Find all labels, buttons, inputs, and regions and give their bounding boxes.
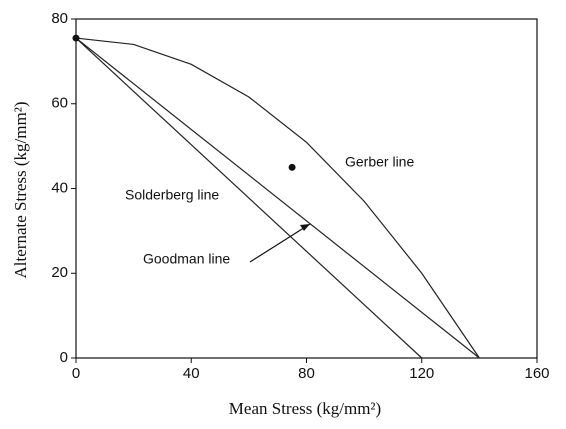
label-arrow bbox=[249, 223, 311, 263]
x-axis-label: Mean Stress (kg/mm²) bbox=[229, 399, 381, 418]
x-tick-label: 80 bbox=[298, 365, 315, 382]
x-tick-label: 0 bbox=[72, 365, 80, 382]
arrow-head bbox=[300, 224, 310, 231]
data-point bbox=[288, 163, 296, 171]
series-label: Goodman line bbox=[143, 251, 230, 267]
series-label: Gerber line bbox=[345, 154, 414, 170]
y-tick-label: 60 bbox=[51, 95, 68, 112]
x-tick-label: 40 bbox=[183, 365, 200, 382]
series-line bbox=[75, 37, 423, 359]
y-tick-label: 80 bbox=[51, 10, 68, 27]
y-axis-label: Alternate Stress (kg/mm²) bbox=[11, 102, 30, 279]
y-tick-label: 40 bbox=[51, 179, 68, 196]
series-label: Solderberg line bbox=[125, 187, 219, 203]
y-tick-label: 20 bbox=[51, 264, 68, 281]
series-line bbox=[75, 37, 480, 359]
series-line bbox=[75, 37, 480, 359]
y-tick-label: 0 bbox=[60, 349, 68, 366]
data-point bbox=[72, 34, 80, 42]
x-tick-label: 160 bbox=[524, 365, 549, 382]
x-tick-label: 120 bbox=[409, 365, 434, 382]
